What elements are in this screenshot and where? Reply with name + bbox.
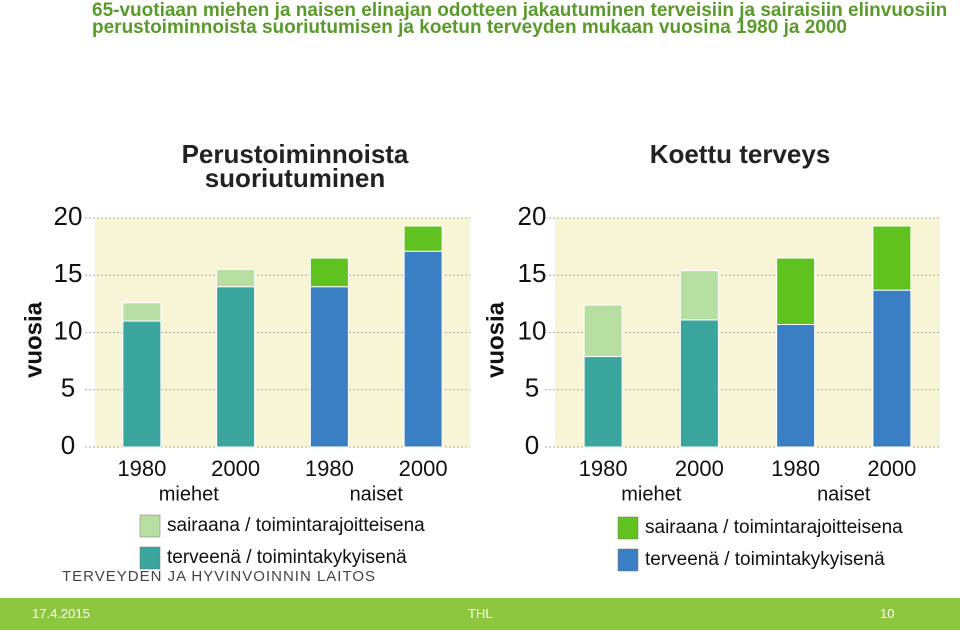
legend-swatch — [139, 514, 161, 538]
legend-label: terveenä / toimintakykyisenä — [645, 549, 885, 570]
bar-segment — [872, 289, 912, 448]
legend-swatch — [139, 546, 161, 570]
bar-segment — [122, 302, 162, 322]
bar-segment — [216, 269, 256, 288]
group-label: naiset — [350, 483, 404, 505]
bar-segment — [583, 356, 623, 448]
y-tick-label: 20 — [518, 201, 547, 231]
bar-segment — [679, 319, 719, 448]
legend-swatch — [617, 548, 639, 572]
x-tick-label: 2000 — [867, 456, 916, 481]
bar-segment — [679, 270, 719, 321]
group-label: miehet — [159, 483, 219, 505]
logo-text: TERVEYDEN JA HYVINVOINNIN LAITOS — [62, 568, 377, 585]
bar-segment — [872, 225, 912, 291]
chart-title: Perustoiminnoista suoriutuminen — [181, 139, 409, 193]
footer-org: THL — [468, 606, 493, 621]
y-tick-label: 5 — [525, 373, 539, 403]
x-tick-label: 2000 — [675, 456, 724, 481]
bar-segment — [776, 257, 816, 325]
x-tick-label: 2000 — [399, 456, 448, 481]
x-tick-label: 1980 — [579, 456, 628, 481]
y-tick-label: 0 — [61, 430, 75, 460]
bar-segment — [216, 286, 256, 448]
slide-title: 65-vuotiaan miehen ja naisen elinajan od… — [92, 0, 948, 38]
x-tick-label: 1980 — [771, 456, 820, 481]
x-tick-label: 1980 — [305, 456, 354, 481]
y-tick-label: 15 — [518, 258, 547, 288]
bar-segment — [403, 225, 443, 252]
footer: 17.4.2015 THL 10 — [0, 598, 960, 630]
y-tick-label: 10 — [518, 315, 547, 345]
x-tick-label: 2000 — [211, 456, 260, 481]
legend-swatch — [617, 516, 639, 540]
group-label: naiset — [817, 483, 871, 505]
bar-segment — [776, 323, 816, 448]
page-number: 10 — [880, 606, 895, 621]
chart-title: Koettu terveys — [649, 139, 831, 169]
y-tick-label: 0 — [525, 430, 539, 460]
y-tick-label: 15 — [54, 258, 83, 288]
y-axis-label: vuosia — [482, 301, 509, 378]
bar-segment — [403, 250, 443, 448]
bar-segment — [309, 257, 349, 288]
bar-segment — [583, 304, 623, 358]
legend-label: terveenä / toimintakykyisenä — [167, 547, 407, 568]
bar-segment — [309, 286, 349, 448]
y-tick-label: 20 — [54, 201, 83, 231]
bar-segment — [122, 320, 162, 448]
legend-label: sairaana / toimintarajoitteisena — [645, 517, 903, 538]
y-axis-label: vuosia — [20, 301, 47, 378]
footer-date: 17.4.2015 — [32, 606, 90, 621]
y-tick-label: 5 — [61, 373, 75, 403]
group-label: miehet — [621, 483, 681, 505]
y-tick-label: 10 — [54, 315, 83, 345]
x-tick-label: 1980 — [117, 456, 166, 481]
legend-label: sairaana / toimintarajoitteisena — [167, 515, 425, 536]
